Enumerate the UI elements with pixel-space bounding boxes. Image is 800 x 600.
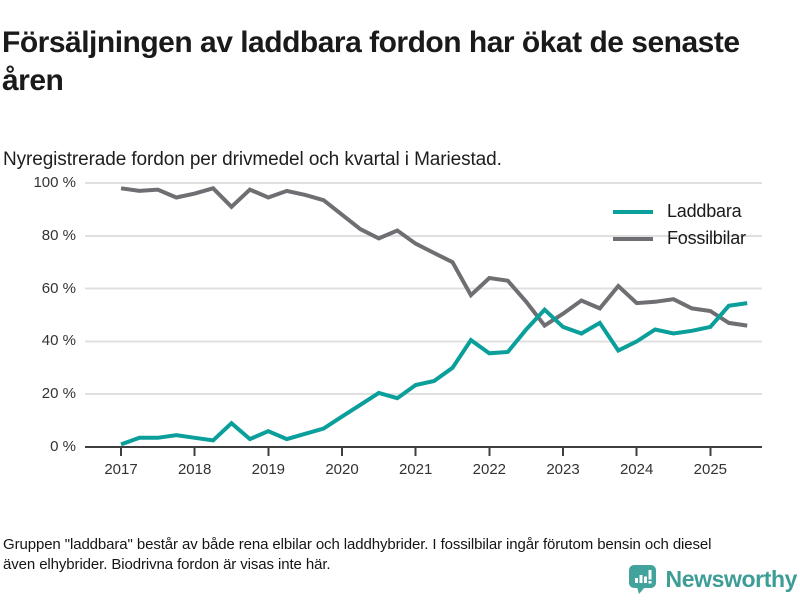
series-line-laddbara	[120, 301, 748, 447]
y-tick-label: 60 %	[41, 279, 76, 297]
chart-legend: Laddbara Fossilbilar	[613, 198, 746, 252]
x-tick-label: 2018	[177, 461, 212, 478]
legend-label: Fossilbilar	[667, 228, 746, 248]
x-tick-label: 2021	[398, 461, 433, 478]
brand-name: Newsworthy	[665, 566, 798, 592]
legend-swatch	[613, 209, 653, 214]
chart-subtitle: Nyregistrerade fordon per drivmedel och …	[3, 149, 502, 170]
y-tick-label: 40 %	[41, 332, 76, 350]
y-tick-label: 0 %	[50, 438, 76, 455]
x-tick-label: 2024	[619, 461, 654, 478]
legend-item-fossilbilar: Fossilbilar	[613, 225, 746, 252]
x-tick-label: 2017	[104, 461, 138, 478]
newsworthy-logo: Newsworthy	[628, 564, 797, 595]
speech-bubble-bar-chart-icon	[628, 565, 656, 594]
legend-label: Laddbara	[667, 201, 742, 221]
legend-item-laddbara: Laddbara	[613, 198, 746, 225]
legend-swatch	[613, 236, 653, 241]
page-title: Försäljningen av laddbara fordon har öka…	[2, 26, 740, 98]
y-tick-label: 20 %	[41, 385, 76, 403]
x-tick-label: 2020	[325, 461, 359, 478]
x-tick-label: 2019	[251, 461, 286, 478]
y-tick-label: 80 %	[41, 226, 76, 244]
footer-note: Gruppen "laddbara" består av både rena e…	[3, 536, 712, 573]
x-tick-label: 2025	[693, 461, 728, 478]
x-tick-label: 2022	[472, 461, 507, 478]
y-tick-label: 100 %	[33, 174, 76, 191]
series-line-fossilbilar	[120, 186, 748, 329]
x-tick-label: 2023	[546, 461, 580, 478]
